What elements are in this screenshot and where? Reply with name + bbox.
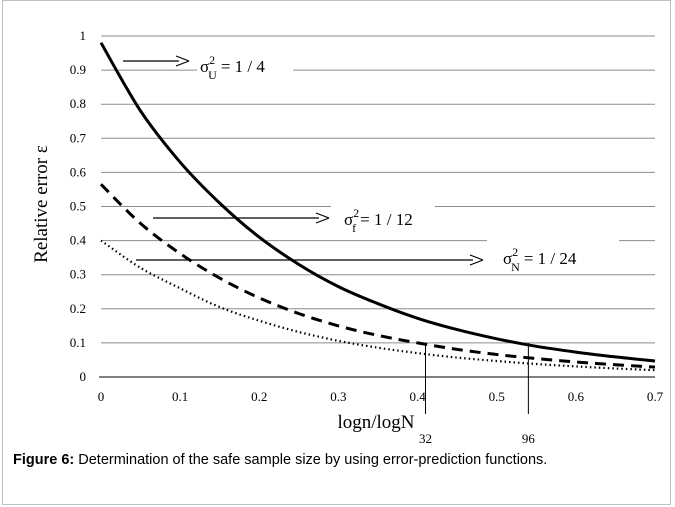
line-chart: 0 0.1 0.2 0.3 0.4 0.5 0.6 0.7 0.8 0.9 1 0 0.1 0.2 0.3 0… [31, 28, 664, 446]
caption-label: Figure 6: [13, 452, 75, 468]
y-tick-label: 0.1 [70, 335, 86, 350]
series-line-solid [99, 42, 656, 363]
y-tick-label: 0.7 [70, 130, 87, 145]
caption-text: Determination of the safe sample size by… [74, 452, 548, 468]
arrow-head [469, 254, 484, 266]
tick-labels: 0 0.1 0.2 0.3 0.4 0.5 0.6 0.7 0.8 0.9 1 0 0.1 0.2 0.3 0… [70, 28, 664, 404]
y-tick-label: 0.6 [70, 164, 87, 179]
x-tick-label: 0.1 [172, 389, 188, 404]
x-tick-label: 0.3 [330, 389, 346, 404]
y-tick-label: 1 [80, 28, 87, 43]
series-line-dashed [99, 183, 656, 369]
series-lines [99, 42, 656, 372]
gridlines [101, 35, 655, 344]
annotation-expression: σ2 U = 1 / 4 [200, 53, 265, 82]
arrow-head [315, 212, 330, 224]
arrow-head [175, 55, 190, 67]
x-tick-label: 0.4 [409, 389, 426, 404]
x-tick-label: 0.7 [647, 389, 664, 404]
annotations: σ2 U = 1 / 4 σ2 f = 1 / 12 σ2 N = 1 / 24 [123, 53, 619, 274]
x-tick-label: 0.6 [568, 389, 585, 404]
marker-lines: 32 96 [419, 343, 535, 446]
x-tick-label: 0.2 [251, 389, 267, 404]
y-tick-label: 0.5 [70, 199, 86, 214]
y-tick-label: 0.2 [70, 301, 86, 316]
annotation-expression: σ2 f = 1 / 12 [344, 206, 413, 235]
annotation-box [197, 53, 293, 85]
y-tick-label: 0.9 [70, 62, 86, 77]
marker-label: 96 [522, 431, 536, 446]
y-tick-label: 0.8 [70, 96, 86, 111]
series-line-dotted [100, 239, 656, 372]
y-tick-label: 0.3 [70, 267, 86, 282]
y-axis-label: Relative error ε [31, 145, 52, 263]
y-tick-label: 0 [80, 369, 87, 384]
x-tick-label: 0.5 [489, 389, 505, 404]
annotation-expression: σ2 N = 1 / 24 [503, 245, 577, 274]
annotation-box [487, 239, 619, 273]
y-tick-label: 0.4 [70, 233, 87, 248]
marker-label: 32 [419, 431, 432, 446]
x-axis-label: logn/logN [337, 412, 414, 433]
x-tick-label: 0 [98, 389, 105, 404]
annotation-box [331, 201, 435, 233]
figure-caption: Figure 6: Determination of the safe samp… [13, 452, 653, 469]
